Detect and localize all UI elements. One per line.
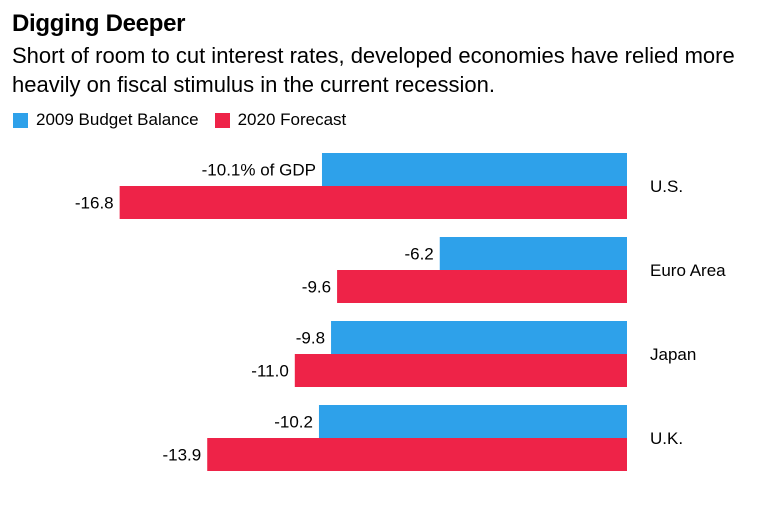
chart-title: Digging Deeper	[12, 10, 186, 37]
bar-japan-2009	[331, 321, 627, 354]
data-label-u-k-2009: -10.2	[274, 413, 313, 432]
bar-japan-2020	[294, 354, 627, 387]
legend-swatch-2009	[13, 112, 28, 128]
bar-u-s-2020	[119, 186, 627, 219]
category-label-euro-area: Euro Area	[650, 261, 726, 280]
chart-subtitle: Short of room to cut interest rates, dev…	[12, 43, 735, 97]
data-label-u-s-2020: -16.8	[75, 194, 114, 213]
data-label-japan-2020: -11.0	[251, 362, 289, 381]
legend-label-2020: 2020 Forecast	[237, 110, 347, 129]
bar-euro-area-2009	[439, 237, 627, 270]
data-label-euro-area-2009: -6.2	[404, 245, 433, 264]
bar-u-k-2009	[318, 405, 627, 438]
legend-item-2020: 2020 Forecast	[214, 110, 347, 130]
bar-euro-area-2020	[337, 270, 627, 303]
category-label-japan: Japan	[650, 345, 696, 364]
category-label-u-s: U.S.	[650, 177, 683, 196]
legend-label-2009: 2009 Budget Balance	[36, 110, 199, 129]
bar-u-s-2009	[321, 153, 627, 186]
data-label-u-k-2020: -13.9	[162, 446, 201, 465]
legend-item-2009: 2009 Budget Balance	[13, 110, 199, 130]
data-label-euro-area-2020: -9.6	[302, 278, 331, 297]
legend-swatch-2020	[214, 112, 230, 128]
legend: 2009 Budget Balance 2020 Forecast	[13, 110, 362, 130]
data-label-u-s-2009: -10.1% of GDP	[202, 161, 316, 180]
category-label-u-k: U.K.	[650, 429, 683, 448]
bar-u-k-2020	[207, 438, 627, 471]
data-label-japan-2009: -9.8	[296, 329, 325, 348]
